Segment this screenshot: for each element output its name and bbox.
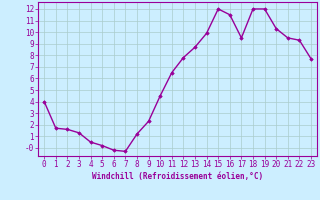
X-axis label: Windchill (Refroidissement éolien,°C): Windchill (Refroidissement éolien,°C) — [92, 172, 263, 181]
